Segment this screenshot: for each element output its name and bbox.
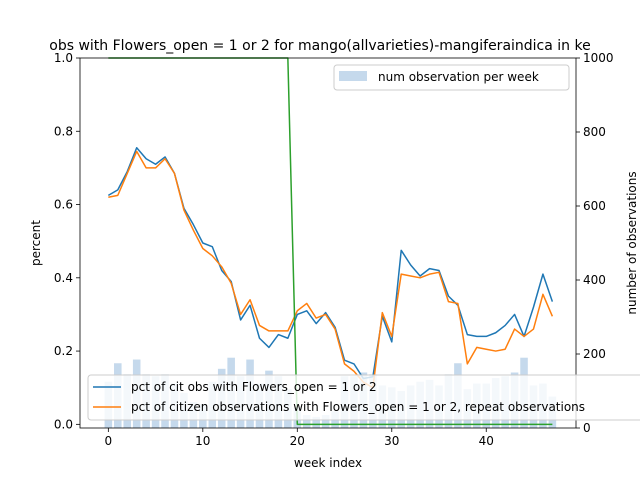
- x-tick-label: 0: [105, 434, 113, 448]
- x-axis-label: week index: [294, 456, 362, 470]
- legend-swatch: [339, 71, 367, 81]
- y2-tick-label: 800: [583, 125, 606, 139]
- bar: [321, 415, 330, 428]
- plot-area: 0 10 20 30 40 0.0 0.2 0.4 0.6 0.8 1.0 0 200 400 600 800…: [54, 51, 640, 448]
- bar: [302, 415, 311, 428]
- y-tick-label: 0.8: [54, 124, 73, 138]
- y2-tick-label: 400: [583, 273, 606, 287]
- y2-tick-label: 200: [583, 347, 606, 361]
- x-tick-label: 40: [479, 434, 494, 448]
- y2-tick-label: 1000: [583, 51, 614, 65]
- y-tick-label: 1.0: [54, 51, 73, 65]
- legend-lines: pct of cit obs with Flowers_open = 1 or …: [87, 374, 640, 421]
- y-tick-label: 0.0: [54, 417, 73, 431]
- y-axis-label: percent: [29, 220, 43, 266]
- series-line-3: [108, 57, 553, 426]
- series-line-2: [108, 150, 554, 389]
- axes-frame: [79, 57, 577, 429]
- y2-axis-label: number of observations: [625, 171, 639, 314]
- chart-title: obs with Flowers_open = 1 or 2 for mango…: [49, 38, 590, 54]
- legend-box: [333, 64, 570, 91]
- x-tick-label: 30: [384, 434, 399, 448]
- y2-tick-label: 0: [583, 421, 591, 435]
- legend-label: pct of citizen observations with Flowers…: [131, 400, 585, 414]
- y-tick-label: 0.2: [54, 344, 73, 358]
- y2-tick-label: 600: [583, 199, 606, 213]
- y-tick-label: 0.4: [54, 271, 73, 285]
- bar: [312, 416, 320, 428]
- legend-box: [87, 374, 640, 421]
- series-line-1: [107, 147, 554, 380]
- legend-bars: num observation per week: [333, 64, 570, 91]
- legend-label: num observation per week: [378, 70, 539, 84]
- x-tick-label: 20: [290, 434, 305, 448]
- x-tick-label: 10: [195, 434, 210, 448]
- y-tick-label: 0.6: [54, 198, 73, 212]
- legend-label: pct of cit obs with Flowers_open = 1 or …: [131, 380, 377, 394]
